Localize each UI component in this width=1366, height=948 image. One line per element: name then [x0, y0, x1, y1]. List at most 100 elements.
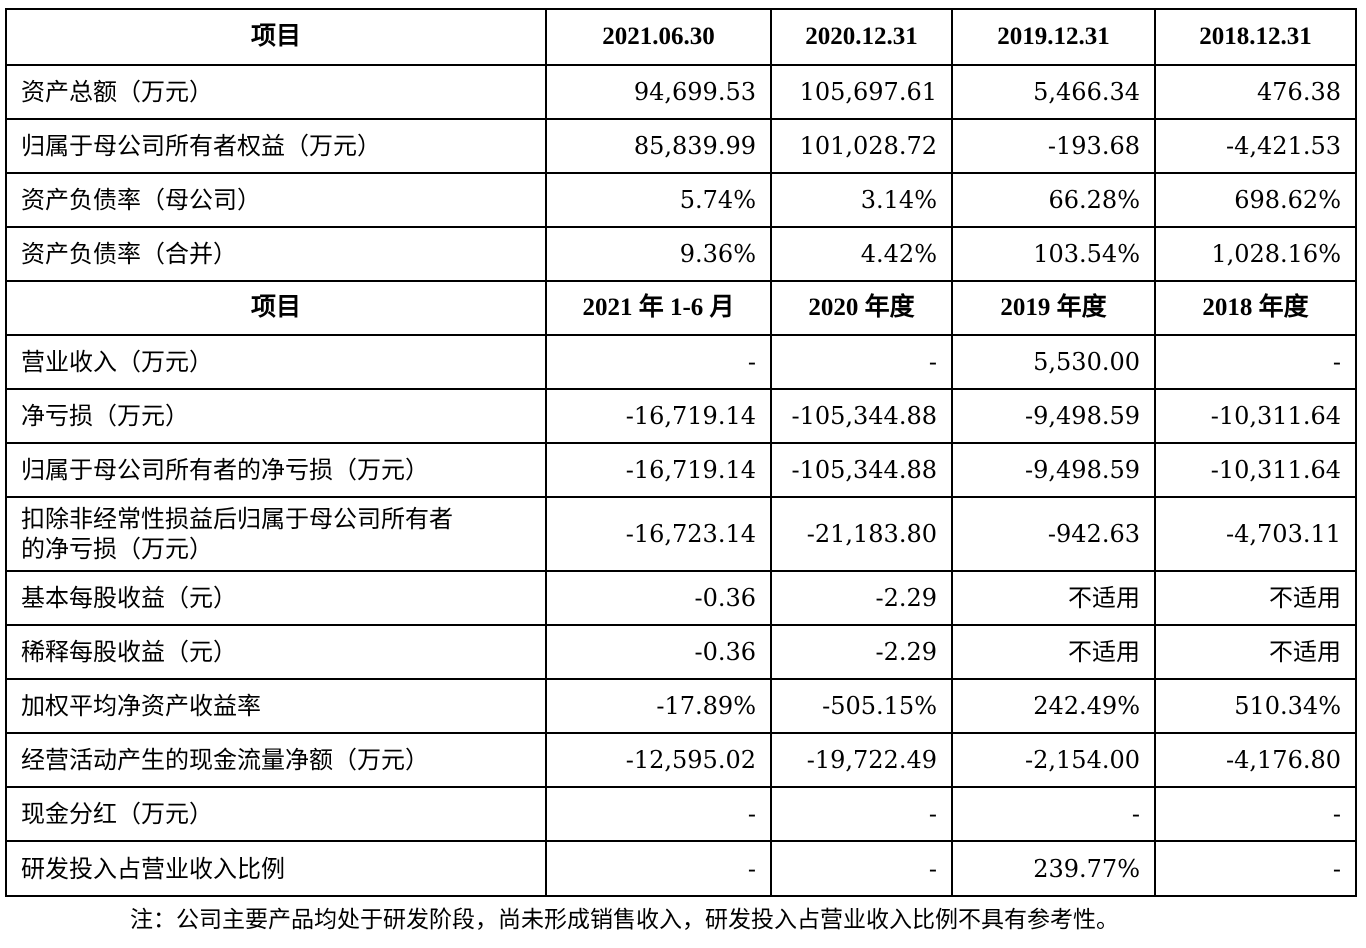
- value-cell: -16,719.14: [545, 442, 772, 498]
- table-row: 资产负债率（母公司） 5.74% 3.14% 66.28% 698.62%: [5, 172, 1357, 228]
- value-cell: 不适用: [1154, 624, 1357, 680]
- row-label: 资产总额（万元）: [5, 64, 547, 120]
- value-cell: 239.77%: [951, 840, 1156, 897]
- value-cell: 94,699.53: [545, 64, 772, 120]
- header-cell: 2018 年度: [1154, 280, 1357, 336]
- row-label-line: 的净亏损（万元）: [21, 535, 213, 563]
- value-cell: -12,595.02: [545, 732, 772, 788]
- value-cell: 698.62%: [1154, 172, 1357, 228]
- table-row: 归属于母公司所有者权益（万元） 85,839.99 101,028.72 -19…: [5, 118, 1357, 174]
- row-label: 扣除非经常性损益后归属于母公司所有者 的净亏损（万元）: [5, 496, 547, 572]
- value-cell: 不适用: [951, 624, 1156, 680]
- row-label: 稀释每股收益（元）: [5, 624, 547, 680]
- value-cell: -19,722.49: [770, 732, 953, 788]
- value-cell: -: [1154, 334, 1357, 390]
- row-label: 归属于母公司所有者权益（万元）: [5, 118, 547, 174]
- value-cell: 9.36%: [545, 226, 772, 282]
- value-cell: -10,311.64: [1154, 388, 1357, 444]
- header-cell: 2020 年度: [770, 280, 953, 336]
- value-cell: -193.68: [951, 118, 1156, 174]
- row-label: 基本每股收益（元）: [5, 570, 547, 626]
- value-cell: -9,498.59: [951, 388, 1156, 444]
- header-cell: 2019 年度: [951, 280, 1156, 336]
- header-cell: 2018.12.31: [1154, 8, 1357, 66]
- value-cell: 66.28%: [951, 172, 1156, 228]
- value-cell: -17.89%: [545, 678, 772, 734]
- table-row: 扣除非经常性损益后归属于母公司所有者 的净亏损（万元） -16,723.14 -2…: [5, 496, 1357, 572]
- value-cell: -2,154.00: [951, 732, 1156, 788]
- table-row: 基本每股收益（元） -0.36 -2.29 不适用 不适用: [5, 570, 1357, 626]
- header-cell: 2021 年 1-6 月: [545, 280, 772, 336]
- table-row: 资产负债率（合并） 9.36% 4.42% 103.54% 1,028.16%: [5, 226, 1357, 282]
- table-row: 经营活动产生的现金流量净额（万元） -12,595.02 -19,722.49 …: [5, 732, 1357, 788]
- header-cell: 项目: [5, 8, 547, 66]
- value-cell: 103.54%: [951, 226, 1156, 282]
- value-cell: -505.15%: [770, 678, 953, 734]
- table-row: 资产总额（万元） 94,699.53 105,697.61 5,466.34 4…: [5, 64, 1357, 120]
- table-row: 净亏损（万元） -16,719.14 -105,344.88 -9,498.59…: [5, 388, 1357, 444]
- value-cell: -4,421.53: [1154, 118, 1357, 174]
- value-cell: 476.38: [1154, 64, 1357, 120]
- header-cell: 2020.12.31: [770, 8, 953, 66]
- row-label-line: 扣除非经常性损益后归属于母公司所有者: [21, 505, 453, 533]
- value-cell: -16,719.14: [545, 388, 772, 444]
- value-cell: 不适用: [951, 570, 1156, 626]
- value-cell: -2.29: [770, 624, 953, 680]
- value-cell: -: [770, 334, 953, 390]
- value-cell: 101,028.72: [770, 118, 953, 174]
- value-cell: -10,311.64: [1154, 442, 1357, 498]
- value-cell: -: [545, 840, 772, 897]
- table-row: 营业收入（万元） - - 5,530.00 -: [5, 334, 1357, 390]
- value-cell: 510.34%: [1154, 678, 1357, 734]
- header-cell: 2021.06.30: [545, 8, 772, 66]
- value-cell: -: [1154, 786, 1357, 842]
- value-cell: -16,723.14: [545, 496, 772, 572]
- value-cell: 3.14%: [770, 172, 953, 228]
- value-cell: 85,839.99: [545, 118, 772, 174]
- table-footnote: 注：公司主要产品均处于研发阶段，尚未形成销售收入，研发投入占营业收入比例不具有参…: [130, 907, 1119, 933]
- value-cell: 4.42%: [770, 226, 953, 282]
- row-label: 现金分红（万元）: [5, 786, 547, 842]
- header-cell: 项目: [5, 280, 547, 336]
- table-row: 现金分红（万元） - - - -: [5, 786, 1357, 842]
- row-label: 归属于母公司所有者的净亏损（万元）: [5, 442, 547, 498]
- row-label: 资产负债率（母公司）: [5, 172, 547, 228]
- header-cell: 2019.12.31: [951, 8, 1156, 66]
- value-cell: 105,697.61: [770, 64, 953, 120]
- table-row: 研发投入占营业收入比例 - - 239.77% -: [5, 840, 1357, 897]
- row-label: 营业收入（万元）: [5, 334, 547, 390]
- value-cell: 不适用: [1154, 570, 1357, 626]
- value-cell: -0.36: [545, 624, 772, 680]
- value-cell: -9,498.59: [951, 442, 1156, 498]
- value-cell: -: [951, 786, 1156, 842]
- value-cell: 1,028.16%: [1154, 226, 1357, 282]
- table-header-row: 项目 2021.06.30 2020.12.31 2019.12.31 2018…: [5, 8, 1357, 66]
- row-label: 加权平均净资产收益率: [5, 678, 547, 734]
- row-label: 研发投入占营业收入比例: [5, 840, 547, 897]
- value-cell: 5,530.00: [951, 334, 1156, 390]
- value-cell: -105,344.88: [770, 388, 953, 444]
- value-cell: -: [545, 786, 772, 842]
- value-cell: -105,344.88: [770, 442, 953, 498]
- value-cell: 5,466.34: [951, 64, 1156, 120]
- row-label: 净亏损（万元）: [5, 388, 547, 444]
- financial-data-table: 项目 2021.06.30 2020.12.31 2019.12.31 2018…: [5, 8, 1357, 897]
- value-cell: -: [770, 786, 953, 842]
- value-cell: -: [1154, 840, 1357, 897]
- row-label: 经营活动产生的现金流量净额（万元）: [5, 732, 547, 788]
- value-cell: -942.63: [951, 496, 1156, 572]
- value-cell: -: [770, 840, 953, 897]
- value-cell: 5.74%: [545, 172, 772, 228]
- table-header-row: 项目 2021 年 1-6 月 2020 年度 2019 年度 2018 年度: [5, 280, 1357, 336]
- value-cell: -4,176.80: [1154, 732, 1357, 788]
- table-row: 稀释每股收益（元） -0.36 -2.29 不适用 不适用: [5, 624, 1357, 680]
- value-cell: -4,703.11: [1154, 496, 1357, 572]
- value-cell: -21,183.80: [770, 496, 953, 572]
- value-cell: -2.29: [770, 570, 953, 626]
- row-label: 资产负债率（合并）: [5, 226, 547, 282]
- table-row: 归属于母公司所有者的净亏损（万元） -16,719.14 -105,344.88…: [5, 442, 1357, 498]
- value-cell: -: [545, 334, 772, 390]
- table-row: 加权平均净资产收益率 -17.89% -505.15% 242.49% 510.…: [5, 678, 1357, 734]
- value-cell: -0.36: [545, 570, 772, 626]
- value-cell: 242.49%: [951, 678, 1156, 734]
